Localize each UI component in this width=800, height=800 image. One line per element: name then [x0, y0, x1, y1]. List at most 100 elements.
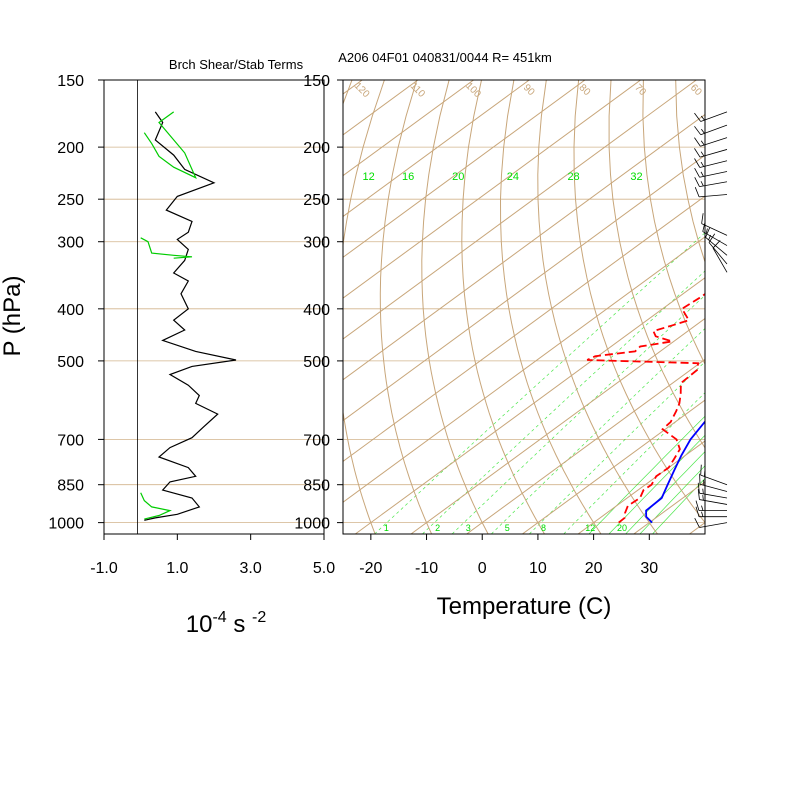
- wind-barb-13: [694, 177, 728, 188]
- skew-ytick-label-250: 250: [303, 192, 330, 209]
- wind-barb-half-10: [705, 228, 708, 234]
- wind-barb-1: [695, 506, 727, 518]
- left-series-green-1: [140, 237, 193, 259]
- skew-ytick-label-700: 700: [303, 432, 330, 449]
- left-panel-frame: [103, 79, 325, 535]
- wind-barb-shaft-18: [700, 124, 728, 136]
- wind-barb-0: [694, 517, 728, 528]
- isotherm--20: [355, 277, 705, 534]
- isotherm--40: [343, 195, 705, 463]
- mixing-ratio-label-bottom-2: 2: [435, 523, 440, 533]
- mixing-ratio-label-bottom-3: 3: [466, 523, 471, 533]
- mixing-ratio-label-top-12: 12: [362, 171, 374, 183]
- skew-ytick-label-500: 500: [303, 354, 330, 371]
- wind-barb-7: [712, 240, 728, 273]
- mixing-ratio-line-2: [422, 270, 705, 534]
- mixing-ratio-label-top-20: 20: [452, 171, 464, 183]
- skew-ytick-label-850: 850: [303, 478, 330, 495]
- wind-barb-half-14: [700, 171, 704, 177]
- isotherm-0: [466, 358, 705, 534]
- wind-barb-11: [701, 213, 728, 236]
- left-ytick-label-700: 700: [57, 432, 84, 449]
- wind-barb-shaft-17: [700, 137, 728, 147]
- left-xtick-label-3: 5.0: [313, 560, 335, 577]
- wind-barb-12: [694, 187, 728, 198]
- left-series-green-2: [143, 111, 197, 179]
- isotherm--90: [343, 80, 586, 258]
- wind-barb-shaft-4: [699, 492, 728, 499]
- dry-adiabat-10: [461, 80, 545, 534]
- isotherm-20: [577, 440, 705, 534]
- units-exponent-1: -4: [212, 609, 226, 626]
- wind-barb-16: [694, 148, 728, 158]
- wind-barb-flag-15-0: [694, 158, 701, 168]
- skew-t-title: A206 04F01 040831/0044 R= 451km: [338, 50, 552, 65]
- mixing-ratio-label-bottom-1: 1: [384, 523, 389, 533]
- wind-barb-shaft-9: [705, 237, 728, 256]
- wind-barb-flag-10-0: [702, 221, 706, 232]
- wind-barb-half-16: [700, 151, 705, 157]
- skew-ytick-label-300: 300: [303, 235, 330, 252]
- wind-barb-half-1: [701, 511, 704, 517]
- dry-adiabat-80: [708, 80, 800, 534]
- left-x-axis-title: 10-4 s -2: [186, 609, 267, 638]
- wind-barb-flag-7-0: [712, 240, 721, 249]
- wind-barb-shaft-13: [699, 181, 728, 188]
- wind-barb-3: [697, 489, 728, 505]
- mixing-ratio-line-28: [639, 465, 705, 534]
- temperature-ticks: -20 -10 0 10 20 30: [359, 534, 658, 577]
- temp-tick-label-3: 10: [529, 560, 547, 577]
- wind-barb-half-3: [702, 495, 704, 501]
- left-x-ticks: -1.0 1.0 3.0 5.0: [90, 534, 335, 577]
- mixing-ratio-line-8: [529, 361, 705, 534]
- wind-barb-half-2: [701, 505, 704, 511]
- mixing-ratio-line-1: [374, 232, 705, 534]
- wind-barb-shaft-10: [702, 231, 728, 246]
- units-base: 10: [186, 611, 213, 638]
- mixing-ratio-label-top-32: 32: [630, 171, 642, 183]
- wind-barb-shaft-3: [699, 499, 728, 505]
- wind-barb-flag-3-0: [697, 489, 700, 500]
- mixing-ratio-label-bottom-20: 20: [617, 523, 627, 533]
- isotherm-10: [522, 399, 705, 534]
- skew-ytick-label-1000: 1000: [294, 516, 330, 533]
- wind-barb-flag-14-0: [694, 167, 700, 178]
- mixing-ratio-label-top-16: 16: [402, 171, 414, 183]
- wind-barb-half-4: [702, 488, 704, 494]
- wind-barb-half-15: [700, 161, 705, 167]
- wind-barb-shaft-14: [699, 171, 728, 178]
- skew-t-panel: 12 16 20 24 28 321 2 3 5 8 12 20 -50607080901001101…: [0, 50, 800, 620]
- wind-barb-shaft-16: [699, 149, 728, 158]
- mixing-ratio-label-bottom-8: 8: [541, 523, 546, 533]
- wind-barb-shaft-19: [700, 111, 728, 122]
- wind-barb-flag-4-0: [697, 482, 700, 494]
- units-middle: s: [227, 611, 252, 638]
- isotherm-label-110: 110: [408, 81, 427, 100]
- left-ytick-label-500: 500: [57, 354, 84, 371]
- wind-barb-flag-1-0: [695, 506, 700, 517]
- isotherm-label--50: -50: [742, 81, 760, 99]
- wind-barb-shaft-5: [699, 483, 728, 492]
- isotherm--30: [343, 236, 705, 503]
- mixing-ratio-line-16: [588, 415, 705, 534]
- left-y-axis-title: P (hPa): [0, 276, 26, 357]
- mixing-ratio-lines: [374, 232, 705, 534]
- left-ytick-label-300: 300: [57, 235, 84, 252]
- wind-barb-flag-13-0: [694, 177, 700, 187]
- wind-barb-flag-16-0: [694, 148, 701, 158]
- dry-adiabat-100: [773, 80, 800, 534]
- isotherm--150: [0, 80, 251, 534]
- wind-barb-17: [694, 137, 728, 147]
- temp-tick-label-4: 20: [585, 560, 603, 577]
- units-exponent-2: -2: [252, 609, 266, 626]
- shear-stab-panel: 150 200 250 300 400 500 700 850 1000 -1.0 1.0 3.0 5…: [0, 57, 335, 638]
- left-ytick-label-250: 250: [57, 192, 84, 209]
- dry-adiabat-50: [608, 80, 705, 449]
- left-xtick-label-0: -1.0: [90, 560, 118, 577]
- wind-barb-shaft-6: [700, 474, 728, 486]
- wind-barbs: [694, 111, 728, 528]
- isotherm--50: [343, 154, 705, 422]
- temp-tick-label-1: -10: [415, 560, 438, 577]
- wind-barb-flag-6-0: [700, 464, 702, 476]
